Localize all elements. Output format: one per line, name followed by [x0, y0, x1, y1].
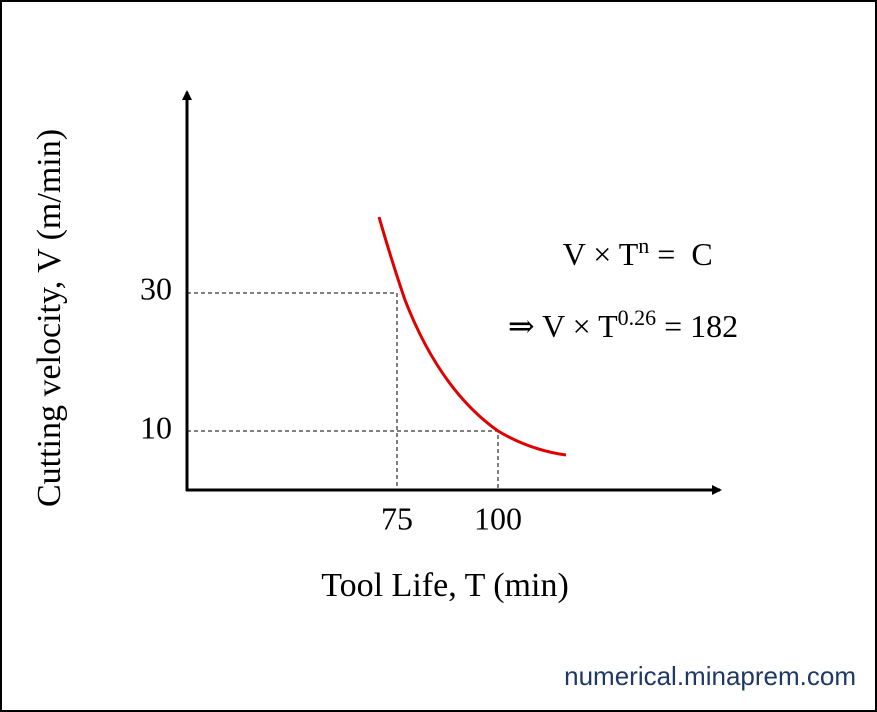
equation-exponent: 0.26 — [618, 305, 657, 330]
equation-base: V × T — [563, 236, 639, 272]
x-tick-label: 75 — [381, 500, 413, 536]
equation: ⇒ V × T0.26 = 182 — [468, 305, 762, 344]
x-axis-label: Tool Life, T (min) — [321, 567, 569, 604]
equation-exponent: n — [638, 233, 649, 258]
guide-line — [187, 292, 398, 490]
x-tick-label: 100 — [474, 500, 522, 536]
y-tick-label: 30 — [140, 270, 172, 306]
equation-rhs: = 182 — [656, 308, 738, 344]
equation: V × Tn = C — [523, 233, 736, 272]
y-tick-label: 10 — [140, 409, 172, 445]
equation-base: ⇒ V × T — [508, 308, 618, 344]
curve — [377, 216, 567, 457]
equation-rhs: = C — [649, 236, 712, 272]
y-axis-label: Cutting velocity, V (m/min) — [31, 129, 68, 507]
watermark: numerical.minaprem.com — [564, 661, 856, 691]
